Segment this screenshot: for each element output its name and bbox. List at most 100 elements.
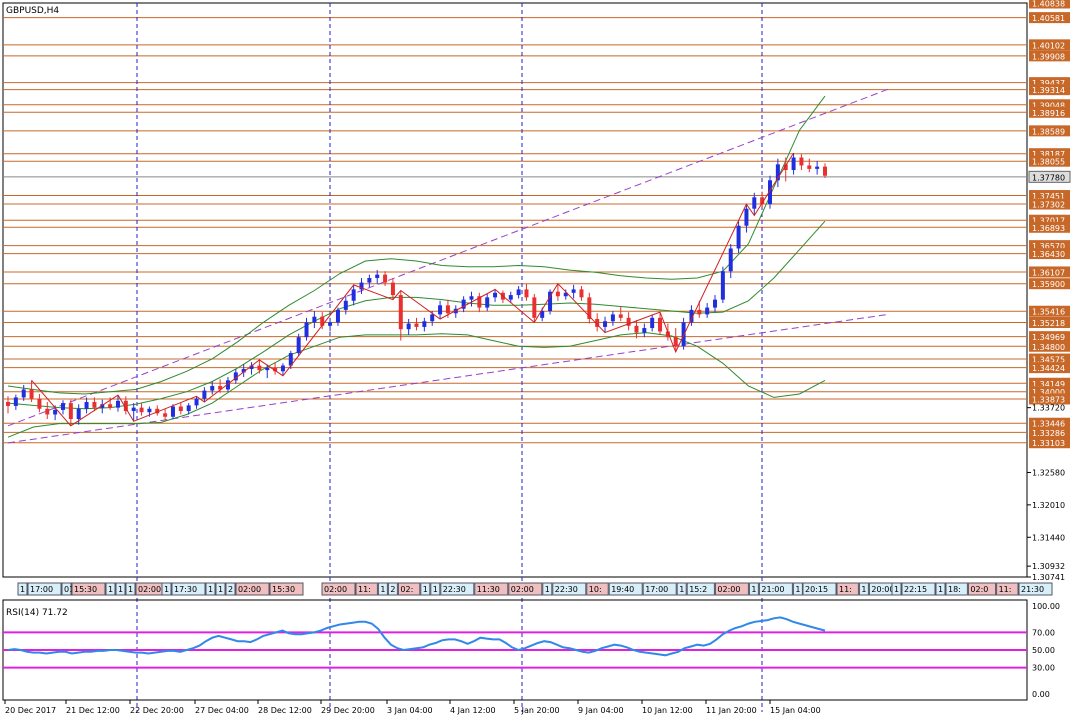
candle-body	[595, 318, 600, 327]
price-label: 1.34424	[1032, 364, 1065, 373]
candle-body	[398, 295, 403, 330]
time-axis-label: 21 Dec 12:00	[66, 706, 120, 715]
price-label-box	[1029, 426, 1070, 438]
candle-body	[53, 409, 58, 415]
candle-body	[720, 271, 725, 300]
time-tag: 11:	[839, 585, 852, 594]
time-tag-box	[27, 582, 62, 596]
rsi-panel[interactable]: 100.00 70.00 50.00 30.00 0.00	[2, 599, 1060, 701]
candle-body	[736, 225, 741, 249]
time-tag: 1	[208, 585, 213, 594]
candle-body	[351, 289, 356, 301]
time-tag: 02:00	[511, 585, 534, 594]
price-label: 1.34000	[1032, 388, 1065, 397]
candle-body	[461, 299, 466, 309]
time-label-bar: 1 17:00 01 15:30 1 1 1 02:00 1 17:30 1 1 2 02:00 15:30…	[3, 581, 1053, 596]
time-tag-box	[676, 582, 687, 596]
price-label-box	[1029, 305, 1070, 317]
candle-body	[296, 337, 301, 354]
candle-body	[713, 299, 718, 308]
rsi-tick-label: 70.00	[1032, 628, 1055, 637]
price-label: 1.33720	[1032, 404, 1065, 413]
time-tag-box	[225, 582, 236, 596]
time-tag: 19:40	[611, 585, 634, 594]
time-tag: 1	[861, 585, 866, 594]
time-tag: 02:00	[138, 585, 161, 594]
candle-body	[131, 407, 136, 412]
time-tag-box	[945, 582, 968, 596]
time-tag: 1	[118, 585, 123, 594]
time-tag-box	[269, 582, 304, 596]
price-label: 1.33446	[1032, 420, 1065, 429]
price-label: 1.30932	[1032, 562, 1065, 571]
price-label: 1.39908	[1032, 52, 1065, 61]
price-label: 1.35900	[1032, 280, 1065, 289]
price-label-box	[1029, 340, 1070, 352]
time-tag: 21:00	[761, 585, 784, 594]
main-panel[interactable]	[2, 2, 1028, 578]
candle-body	[445, 305, 450, 314]
price-label-box	[1029, 125, 1070, 137]
time-tag-box	[714, 582, 749, 596]
time-axis-label: 27 Dec 04:00	[195, 706, 249, 715]
time-tag: 1	[433, 585, 438, 594]
candle-body	[485, 297, 490, 308]
time-axis-label: 29 Dec 20:00	[321, 706, 375, 715]
candle-body	[37, 398, 42, 409]
candle-body	[673, 337, 678, 347]
candle-body	[571, 289, 576, 293]
time-tag: 1	[423, 585, 428, 594]
price-label-box	[1029, 353, 1070, 365]
price-label: 1.34969	[1032, 333, 1065, 342]
price-label-box	[1029, 50, 1070, 62]
time-tag-box	[61, 582, 72, 596]
price-label-box	[1029, 316, 1070, 328]
price-label: 1.32010	[1032, 501, 1065, 510]
candle-body	[241, 368, 246, 373]
time-tag-box	[901, 582, 936, 596]
time-axis-label: 15 Jan 04:00	[770, 706, 821, 715]
candle-body	[147, 408, 152, 413]
time-axis-label: 22 Dec 20:00	[130, 706, 184, 715]
price-label: 1.38589	[1032, 127, 1065, 136]
candle-body	[689, 309, 694, 323]
price-label: 1.40581	[1032, 14, 1065, 23]
time-tag: 11:	[358, 585, 371, 594]
time-tag-box	[235, 582, 270, 596]
candle-body	[799, 157, 804, 166]
price-label: 1.33873	[1032, 395, 1065, 404]
time-tag-box	[387, 582, 398, 596]
time-tag-box	[935, 582, 946, 596]
time-axis: 20 Dec 2017 21 Dec 12:00 22 Dec 20:00 27 De…	[4, 700, 821, 715]
time-tag: 1	[128, 585, 133, 594]
candle-body	[705, 307, 710, 315]
time-tag: 2	[390, 585, 395, 594]
time-tag-box	[996, 582, 1019, 596]
candles	[6, 152, 827, 426]
candle-body	[178, 406, 183, 412]
candle-body	[312, 316, 317, 323]
price-label: 1.36430	[1032, 250, 1065, 259]
time-tag: 22:30	[555, 585, 578, 594]
candle-body	[170, 406, 175, 417]
price-label-box	[1029, 221, 1070, 233]
candle-body	[760, 197, 765, 205]
time-tag-box	[397, 582, 421, 596]
candle-body	[493, 292, 498, 298]
time-tag-box	[17, 582, 28, 596]
time-tag-box	[1018, 582, 1053, 596]
candle-body	[775, 164, 780, 181]
candle-body	[210, 386, 215, 391]
price-label-box	[1029, 417, 1070, 429]
price-label: 1.38916	[1032, 109, 1065, 118]
candle-body	[516, 289, 521, 296]
time-tag-box	[215, 582, 226, 596]
zigzag	[31, 152, 795, 427]
candle-body	[563, 292, 568, 297]
candle-body	[658, 317, 663, 332]
candle-body	[202, 390, 207, 399]
candle-body	[21, 389, 26, 398]
candle-body	[815, 166, 820, 169]
rsi-tick-label: 0.00	[1032, 690, 1050, 699]
